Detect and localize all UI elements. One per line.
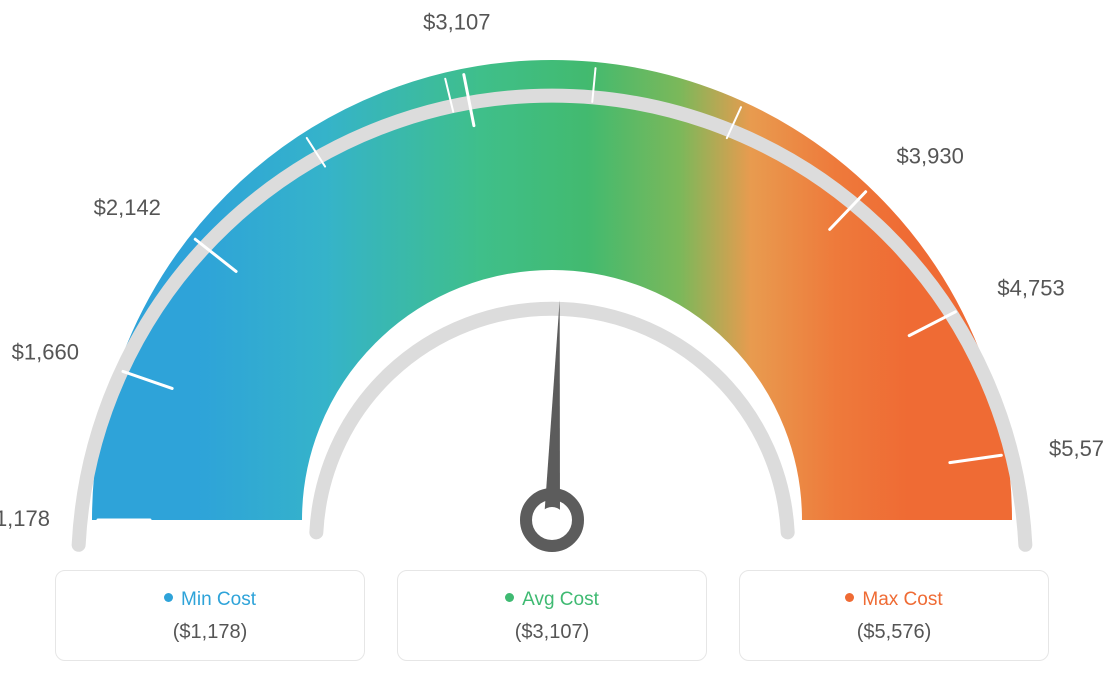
svg-text:$3,107: $3,107 bbox=[423, 9, 490, 34]
legend-card-max: Max Cost ($5,576) bbox=[739, 570, 1049, 661]
dot-icon bbox=[845, 593, 854, 602]
legend-label-min: Min Cost bbox=[181, 589, 256, 610]
legend-card-min: Min Cost ($1,178) bbox=[55, 570, 365, 661]
legend-title-avg: Avg Cost bbox=[408, 589, 696, 611]
legend-label-max: Max Cost bbox=[862, 589, 942, 610]
legend-value-min: ($1,178) bbox=[66, 621, 354, 644]
svg-text:$3,930: $3,930 bbox=[897, 144, 964, 169]
svg-text:$1,660: $1,660 bbox=[12, 340, 79, 365]
svg-text:$4,753: $4,753 bbox=[997, 275, 1064, 300]
svg-text:$5,576: $5,576 bbox=[1049, 436, 1104, 461]
dot-icon bbox=[164, 593, 173, 602]
svg-text:$1,178: $1,178 bbox=[0, 506, 50, 531]
gauge-area: $1,178 $1,660 $2,142 $3,107 $3,930 $4,753 $5,5… bbox=[0, 0, 1104, 560]
cost-gauge-widget: $1,178 $1,660 $2,142 $3,107 $3,930 $4,753 $5,5… bbox=[0, 0, 1104, 690]
legend-row: Min Cost ($1,178) Avg Cost ($3,107) Max … bbox=[0, 570, 1104, 661]
legend-card-avg: Avg Cost ($3,107) bbox=[397, 570, 707, 661]
svg-text:$2,142: $2,142 bbox=[94, 195, 161, 220]
legend-label-avg: Avg Cost bbox=[522, 589, 599, 610]
gauge-chart: $1,178 $1,660 $2,142 $3,107 $3,930 $4,753 $5,5… bbox=[0, 0, 1104, 560]
dot-icon bbox=[505, 593, 514, 602]
legend-title-max: Max Cost bbox=[750, 589, 1038, 611]
legend-title-min: Min Cost bbox=[66, 589, 354, 611]
legend-value-avg: ($3,107) bbox=[408, 621, 696, 644]
legend-value-max: ($5,576) bbox=[750, 621, 1038, 644]
